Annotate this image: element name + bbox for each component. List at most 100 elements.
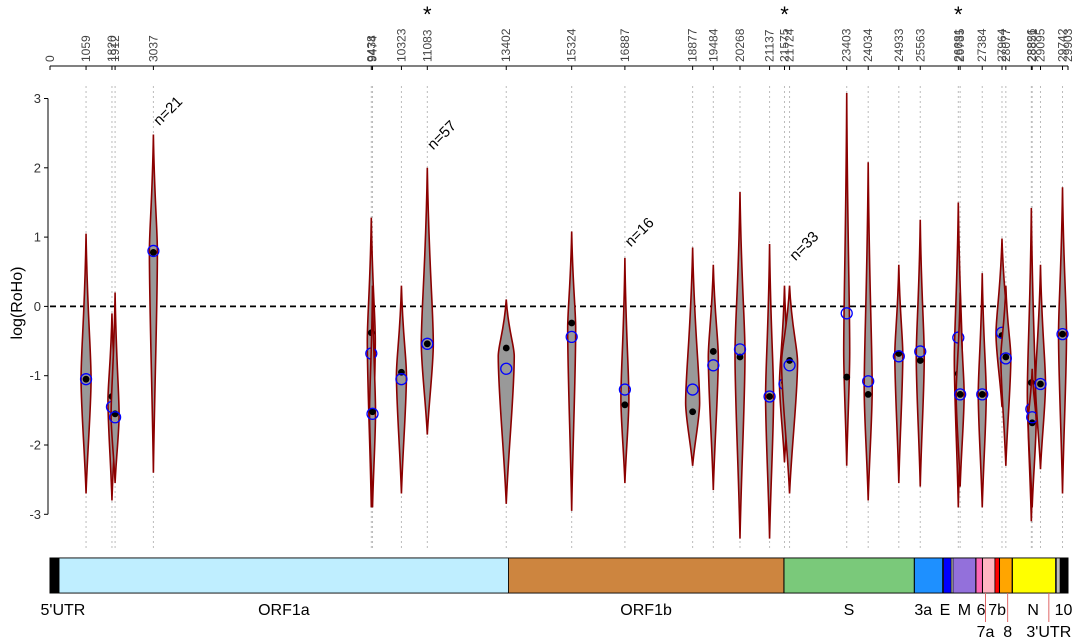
violin — [684, 247, 701, 466]
genome-segment — [952, 557, 977, 594]
mean-circle — [783, 359, 796, 372]
position-tick-label: 21137 — [763, 29, 777, 62]
median-dot — [1059, 330, 1066, 338]
position-tick-label: 3037 — [146, 35, 160, 62]
genome-segment — [508, 557, 785, 594]
genome-segment — [1059, 557, 1069, 594]
violin — [148, 134, 159, 473]
mean-circle — [763, 390, 776, 403]
genome-segment — [975, 557, 983, 594]
violin — [620, 257, 630, 484]
mean-circle — [707, 359, 720, 372]
position-tick-label: 0 — [43, 55, 57, 62]
genome-segment-label: 3'UTR — [1026, 624, 1071, 641]
mean-circle — [999, 352, 1012, 365]
mean-circle — [618, 383, 632, 396]
y-tick-label: 3 — [34, 91, 41, 106]
position-tick-label: 26735 — [953, 28, 967, 62]
position-tick-label: 28851 — [1025, 28, 1039, 62]
violin — [842, 92, 851, 466]
violin — [1000, 285, 1012, 466]
y-tick-label: -1 — [29, 368, 41, 383]
violin — [1034, 264, 1047, 470]
position-tick-label: 1059 — [79, 35, 93, 62]
position-tick-label: 13402 — [499, 28, 513, 62]
y-tick-label: 2 — [34, 160, 41, 175]
mean-circle — [954, 388, 967, 401]
violin — [780, 285, 799, 494]
position-tick-label: 1912 — [108, 35, 122, 62]
position-tick-label: 24933 — [892, 28, 906, 62]
position-tick-label: 19484 — [706, 28, 720, 62]
mean-circle — [976, 388, 989, 401]
mean-circle — [108, 411, 122, 424]
mean-circle — [147, 244, 160, 258]
genome-segment-label: S — [844, 602, 855, 619]
sample-size-label: n=33 — [786, 228, 822, 264]
position-tick-label: 29742 — [1056, 28, 1070, 62]
genome-segment — [943, 557, 952, 594]
median-dot — [916, 357, 924, 364]
mean-circle — [500, 362, 513, 375]
genome-segment-label: 7b — [988, 602, 1006, 619]
genome-segment — [914, 557, 944, 594]
genome-segment-label: ORF1a — [258, 602, 310, 619]
genome-segment — [49, 557, 60, 594]
genome-segment-label: ORF1b — [620, 602, 672, 619]
mean-circle — [366, 407, 379, 420]
violin — [420, 167, 435, 435]
position-tick-label: 26681 — [951, 28, 965, 62]
genome-segment — [982, 557, 996, 594]
genome-segment — [58, 557, 509, 594]
y-axis: -3 -2 -1 0 1 2 3 — [29, 91, 49, 522]
position-tick-label: 24034 — [861, 28, 875, 62]
position-tick-label: 29903 — [1061, 28, 1075, 62]
genome-segment-label: N — [1027, 602, 1039, 619]
mean-circle — [1056, 327, 1069, 341]
significance-star: * — [954, 2, 963, 27]
position-tick-label: 9474 — [366, 35, 380, 62]
significance-star: * — [780, 2, 789, 27]
violin — [977, 273, 988, 508]
genome-segment — [783, 557, 915, 594]
y-tick-label: -2 — [29, 438, 41, 453]
position-tick-label: 25563 — [913, 28, 927, 62]
position-tick-label: 11083 — [420, 29, 434, 62]
genome-segment-label: 8 — [1003, 624, 1012, 641]
median-dot — [369, 408, 376, 416]
violin — [566, 231, 577, 511]
mean-circle — [395, 373, 408, 386]
genome-segment-label: 6 — [977, 602, 986, 619]
genome-segment — [1012, 557, 1056, 594]
genome-segment — [994, 557, 1000, 594]
genome-segment-label: M — [958, 602, 971, 619]
position-tick-label: 27964 — [995, 28, 1009, 62]
y-axis-label: log(RoHo) — [9, 267, 26, 340]
median-dot — [843, 373, 851, 381]
position-tick-label: 1820 — [105, 35, 119, 62]
y-tick-label: 1 — [34, 230, 41, 245]
violin — [110, 292, 120, 484]
mean-circle — [421, 337, 434, 350]
sample-size-label: n=16 — [622, 214, 658, 250]
sample-size-label: n=21 — [150, 93, 186, 129]
position-tick-label: 28077 — [999, 28, 1013, 62]
sample-size-label: n=57 — [424, 117, 460, 153]
median-dot — [736, 353, 744, 361]
violin — [395, 285, 408, 494]
violin — [497, 299, 516, 504]
mean-circle — [565, 330, 578, 344]
genome-segment — [1055, 557, 1061, 594]
mean-circle — [862, 375, 875, 388]
genome-segment-label: E — [940, 602, 951, 619]
median-dot — [149, 248, 157, 256]
median-dot — [82, 375, 90, 383]
violin — [894, 264, 904, 484]
position-tick-label: 15324 — [565, 28, 579, 62]
violin — [915, 219, 926, 487]
mean-circle — [733, 343, 747, 356]
position-tick-label: 10323 — [394, 28, 408, 62]
mean-circle — [914, 345, 927, 358]
